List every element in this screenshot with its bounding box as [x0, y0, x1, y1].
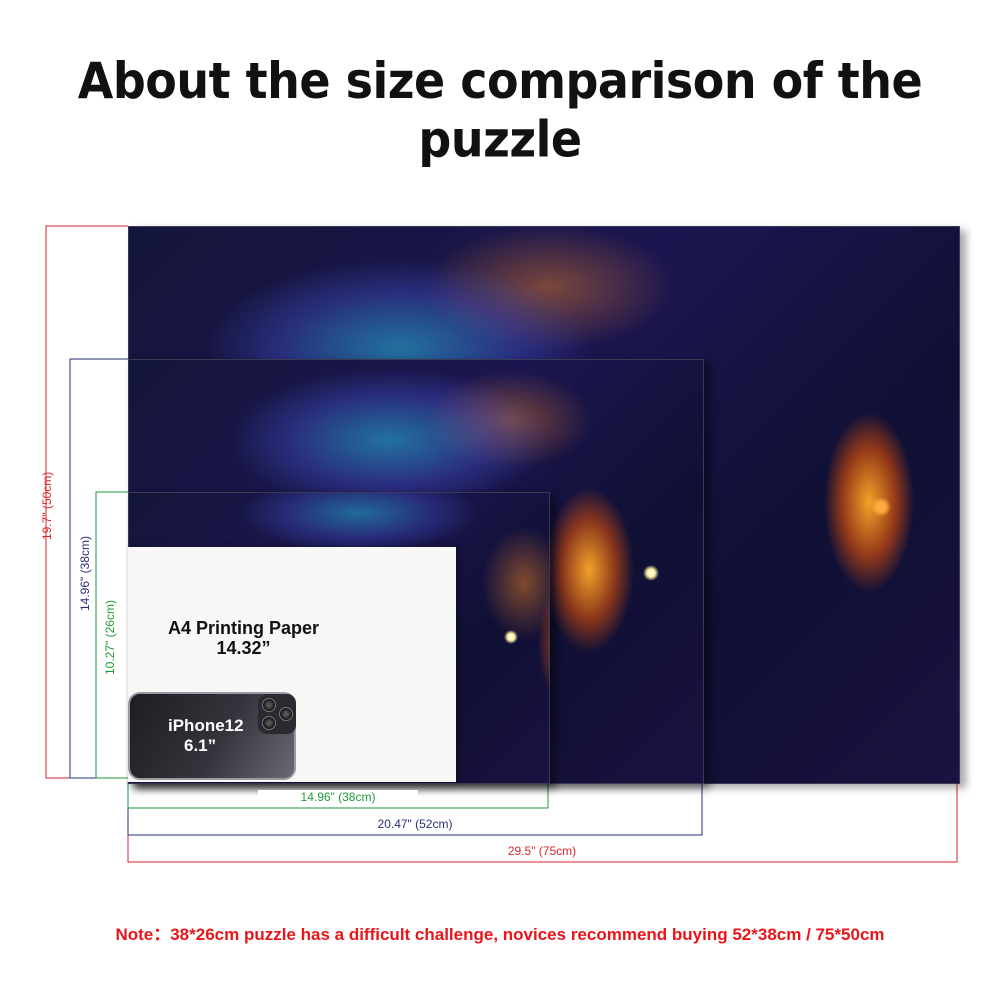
- camera-lens-icon: [262, 716, 276, 730]
- camera-lens-icon: [279, 707, 293, 721]
- note-text: Note：38*26cm puzzle has a difficult chal…: [115, 925, 885, 944]
- a4-label-size: 14.32”: [216, 638, 271, 658]
- a4-label: A4 Printing Paper 14.32”: [168, 618, 319, 658]
- iphone-label-size: 6.1”: [184, 736, 217, 755]
- camera-lens-icon: [262, 698, 276, 712]
- camera-icon: [258, 694, 296, 734]
- large-width-label: 29.5" (75cm): [462, 844, 622, 858]
- medium-width-label: 20.47" (52cm): [335, 817, 495, 831]
- medium-height-label: 14.96" (38cm): [78, 531, 92, 611]
- large-height-line: [45, 225, 128, 779]
- small-height-line: [95, 491, 128, 779]
- large-height-label: 19.7" (50cm): [40, 471, 54, 540]
- iphone-label-name: iPhone12: [168, 716, 244, 735]
- small-width-label: 14.96" (38cm): [258, 790, 418, 804]
- iphone-label: iPhone12 6.1”: [168, 716, 244, 756]
- small-height-label: 10.27" (26cm): [103, 595, 117, 675]
- small-width-line: [127, 782, 549, 809]
- page-title: About the size comparison of the puzzle: [77, 51, 923, 169]
- a4-label-name: A4 Printing Paper: [168, 618, 320, 638]
